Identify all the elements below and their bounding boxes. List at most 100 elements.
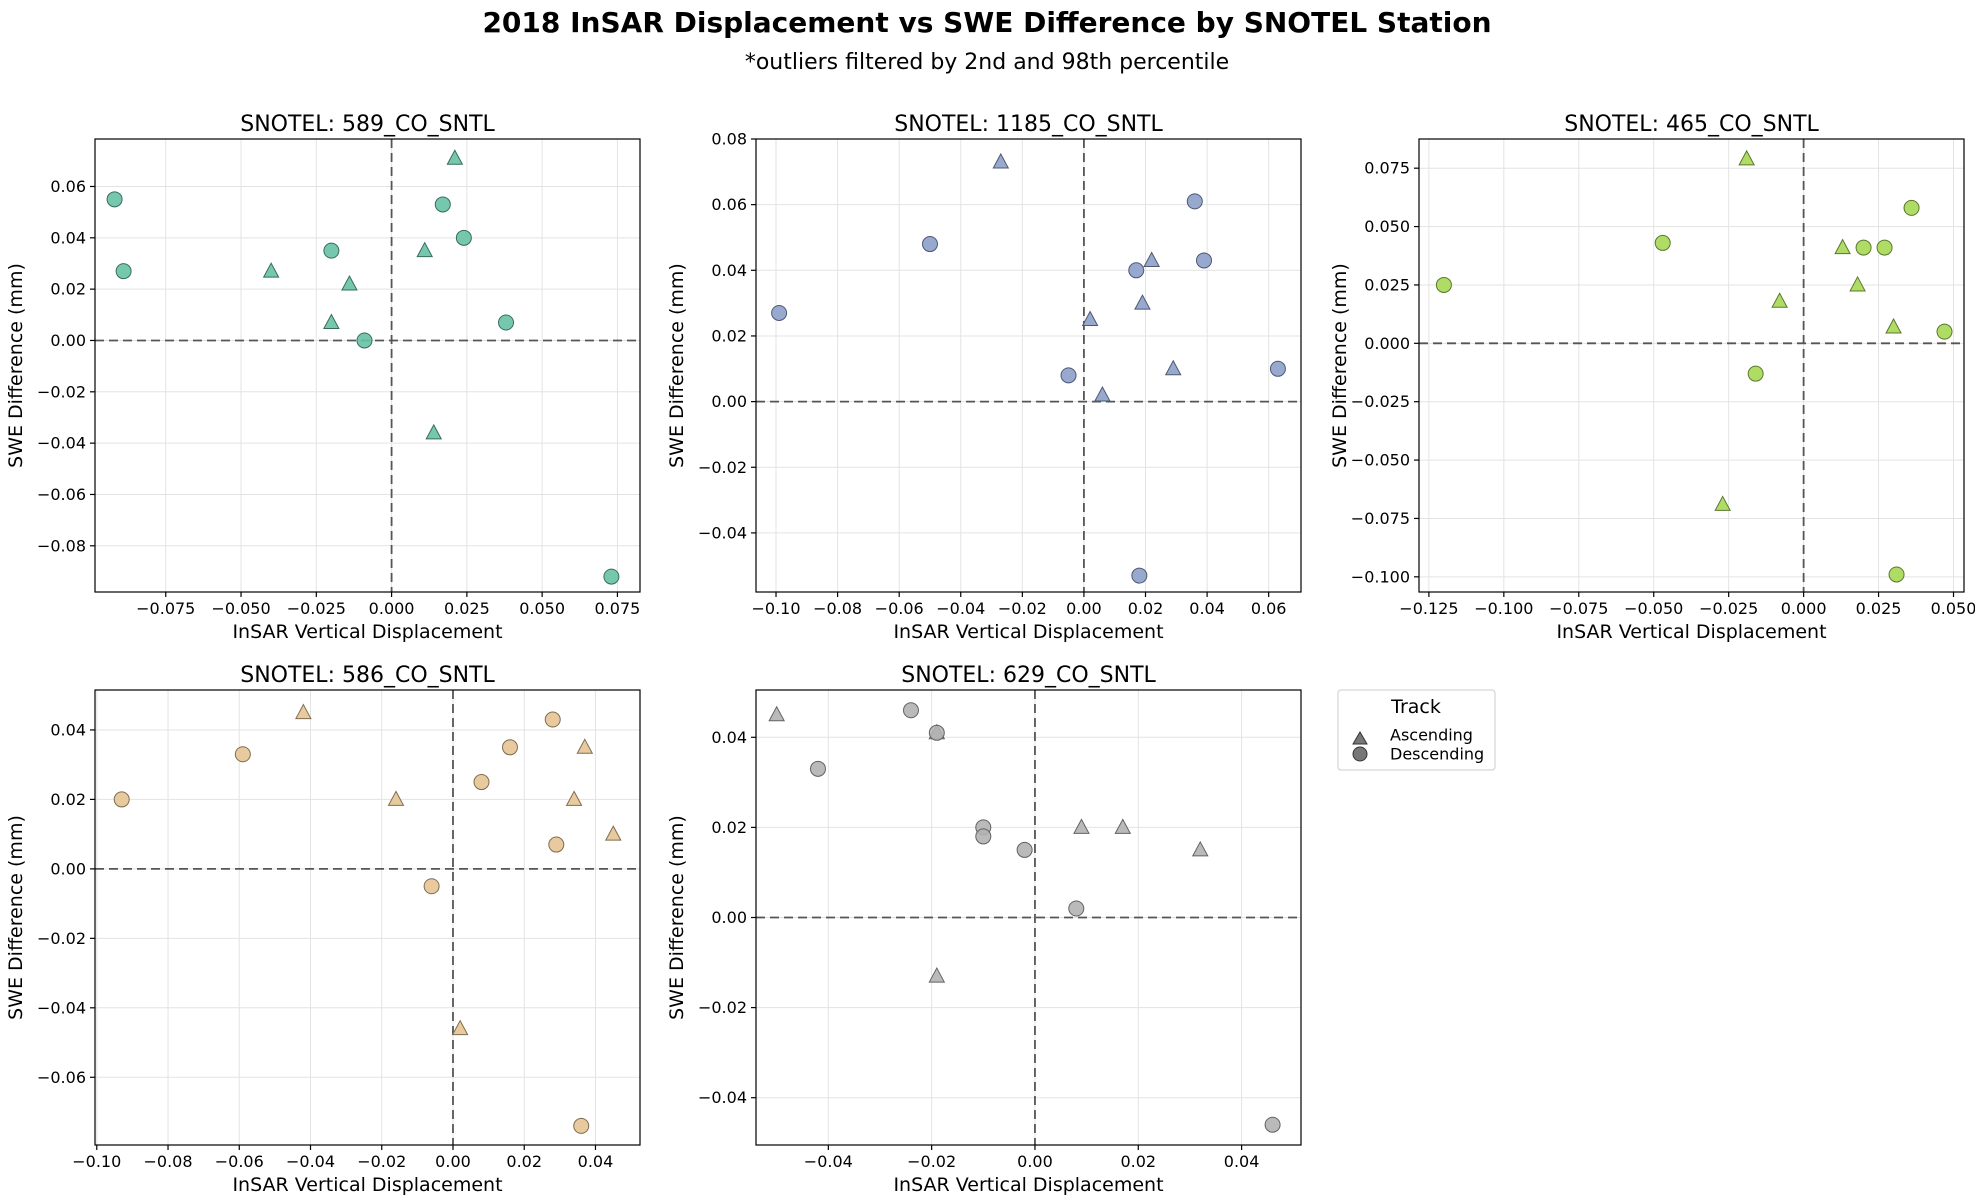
data-point-descending (1435, 276, 1452, 293)
data-point-ascending (1081, 310, 1099, 327)
x-tick-label: −0.02 (357, 1152, 406, 1171)
y-axis-label: SWE Difference (mm) (5, 815, 27, 1020)
x-tick-label: 0.02 (506, 1152, 542, 1171)
x-tick-label: 0.025 (1856, 599, 1902, 618)
y-axis-label: SWE Difference (mm) (5, 263, 27, 468)
y-tick-label: 0.000 (1364, 334, 1410, 353)
data-point-descending (455, 229, 472, 246)
y-tick-label: −0.08 (37, 536, 86, 555)
x-tick-label: −0.025 (1699, 599, 1758, 618)
legend-label-ascending: Ascending (1390, 726, 1473, 745)
y-tick-label: −0.025 (1351, 392, 1410, 411)
plot-frame (1418, 138, 1965, 593)
y-tick-label: 0.06 (50, 177, 86, 196)
data-point-ascending (1134, 294, 1151, 310)
x-tick-label: 0.050 (1931, 599, 1975, 618)
data-point-ascending (565, 790, 583, 806)
data-point-descending (1855, 239, 1872, 256)
data-point-ascending (604, 825, 622, 841)
data-point-ascending (1191, 840, 1209, 857)
data-point-ascending (295, 703, 312, 720)
data-point-ascending (1834, 238, 1851, 255)
x-tick-label: 0.000 (369, 599, 415, 618)
data-point-descending (473, 774, 490, 791)
x-tick-label: −0.06 (215, 1152, 264, 1171)
data-point-descending (501, 739, 518, 756)
legend-label-descending: Descending (1390, 745, 1484, 764)
data-point-descending (1068, 900, 1085, 917)
data-point-ascending (1114, 818, 1132, 834)
y-tick-label: 0.04 (711, 261, 747, 280)
y-tick-label: 0.02 (50, 280, 86, 299)
data-point-ascending (576, 738, 594, 754)
y-tick-label: −0.02 (698, 998, 747, 1017)
data-point-descending (1747, 365, 1764, 382)
subplot-629: −0.04 −0.02 0.00 0.02 0.04 −0.04 −0.02 0.00 0.02… (666, 663, 1302, 1196)
x-tick-label: −0.06 (875, 599, 924, 618)
x-tick-label: −0.050 (211, 599, 270, 618)
x-tick-label: 0.050 (519, 599, 565, 618)
data-point-descending (1131, 567, 1148, 584)
data-point-ascending (1073, 818, 1090, 834)
y-tick-label: 0.00 (50, 859, 86, 878)
y-tick-label: 0.08 (711, 130, 747, 149)
data-point-descending (603, 568, 620, 585)
y-tick-label: 0.00 (711, 908, 747, 927)
data-point-descending (921, 236, 938, 253)
legend: Track Ascending Descending (1337, 689, 1496, 771)
y-tick-label: 0.00 (50, 331, 86, 350)
x-axis-label: InSAR Vertical Displacement (893, 621, 1163, 643)
y-tick-label: 0.04 (50, 720, 86, 739)
data-point-descending (1269, 360, 1286, 377)
x-tick-label: −0.04 (286, 1152, 335, 1171)
x-tick-label: −0.10 (72, 1152, 121, 1171)
subplot-1185: −0.10 −0.08 −0.06 −0.04 −0.02 0.00 0.02 0.04 0.0… (666, 112, 1302, 643)
circle-marker-icon (1352, 746, 1368, 762)
x-tick-label: 0.00 (1066, 599, 1102, 618)
x-tick-label: −0.04 (804, 1152, 853, 1171)
x-tick-label: 0.000 (1781, 599, 1827, 618)
data-point-descending (1936, 323, 1953, 340)
y-tick-label: −0.02 (37, 929, 86, 948)
data-point-descending (423, 878, 440, 895)
x-tick-label: 0.04 (578, 1152, 614, 1171)
subplot-title: SNOTEL: 465_CO_SNTL (1564, 112, 1819, 137)
x-tick-label: −0.02 (998, 599, 1047, 618)
data-point-descending (323, 242, 340, 259)
data-point-ascending (1771, 292, 1788, 308)
y-tick-label: 0.02 (711, 326, 747, 345)
data-point-descending (975, 828, 992, 845)
x-tick-label: 0.00 (1017, 1152, 1053, 1171)
y-axis-label: SWE Difference (mm) (1329, 263, 1351, 468)
data-point-descending (1186, 193, 1203, 210)
data-point-ascending (1714, 495, 1732, 511)
x-axis-label: InSAR Vertical Displacement (232, 1174, 502, 1196)
data-point-ascending (341, 274, 358, 291)
figure-subtitle: *outliers filtered by 2nd and 98th perce… (745, 50, 1229, 75)
x-tick-label: −0.08 (144, 1152, 193, 1171)
y-tick-label: 0.075 (1364, 159, 1410, 178)
x-tick-label: −0.050 (1624, 599, 1683, 618)
data-point-descending (1903, 199, 1920, 216)
data-point-ascending (1849, 275, 1866, 292)
data-point-descending (1196, 252, 1213, 269)
y-tick-label: −0.06 (37, 485, 86, 504)
data-point-descending (771, 304, 788, 321)
x-tick-label: −0.08 (813, 599, 862, 618)
data-point-descending (113, 791, 130, 808)
data-point-descending (356, 332, 373, 349)
x-tick-label: −0.075 (1549, 599, 1608, 618)
plot-frame (94, 138, 641, 593)
x-tick-label: −0.025 (287, 599, 346, 618)
y-axis-label: SWE Difference (mm) (666, 263, 688, 468)
data-point-ascending (1143, 251, 1160, 267)
y-tick-label: 0.050 (1364, 217, 1410, 236)
y-tick-label: 0.00 (711, 392, 747, 411)
data-point-descending (1128, 262, 1145, 279)
y-tick-label: −0.050 (1351, 451, 1410, 470)
x-tick-label: −0.10 (751, 599, 800, 618)
subplot-title: SNOTEL: 589_CO_SNTL (240, 112, 495, 137)
data-point-descending (106, 191, 123, 208)
data-point-descending (1016, 841, 1033, 858)
